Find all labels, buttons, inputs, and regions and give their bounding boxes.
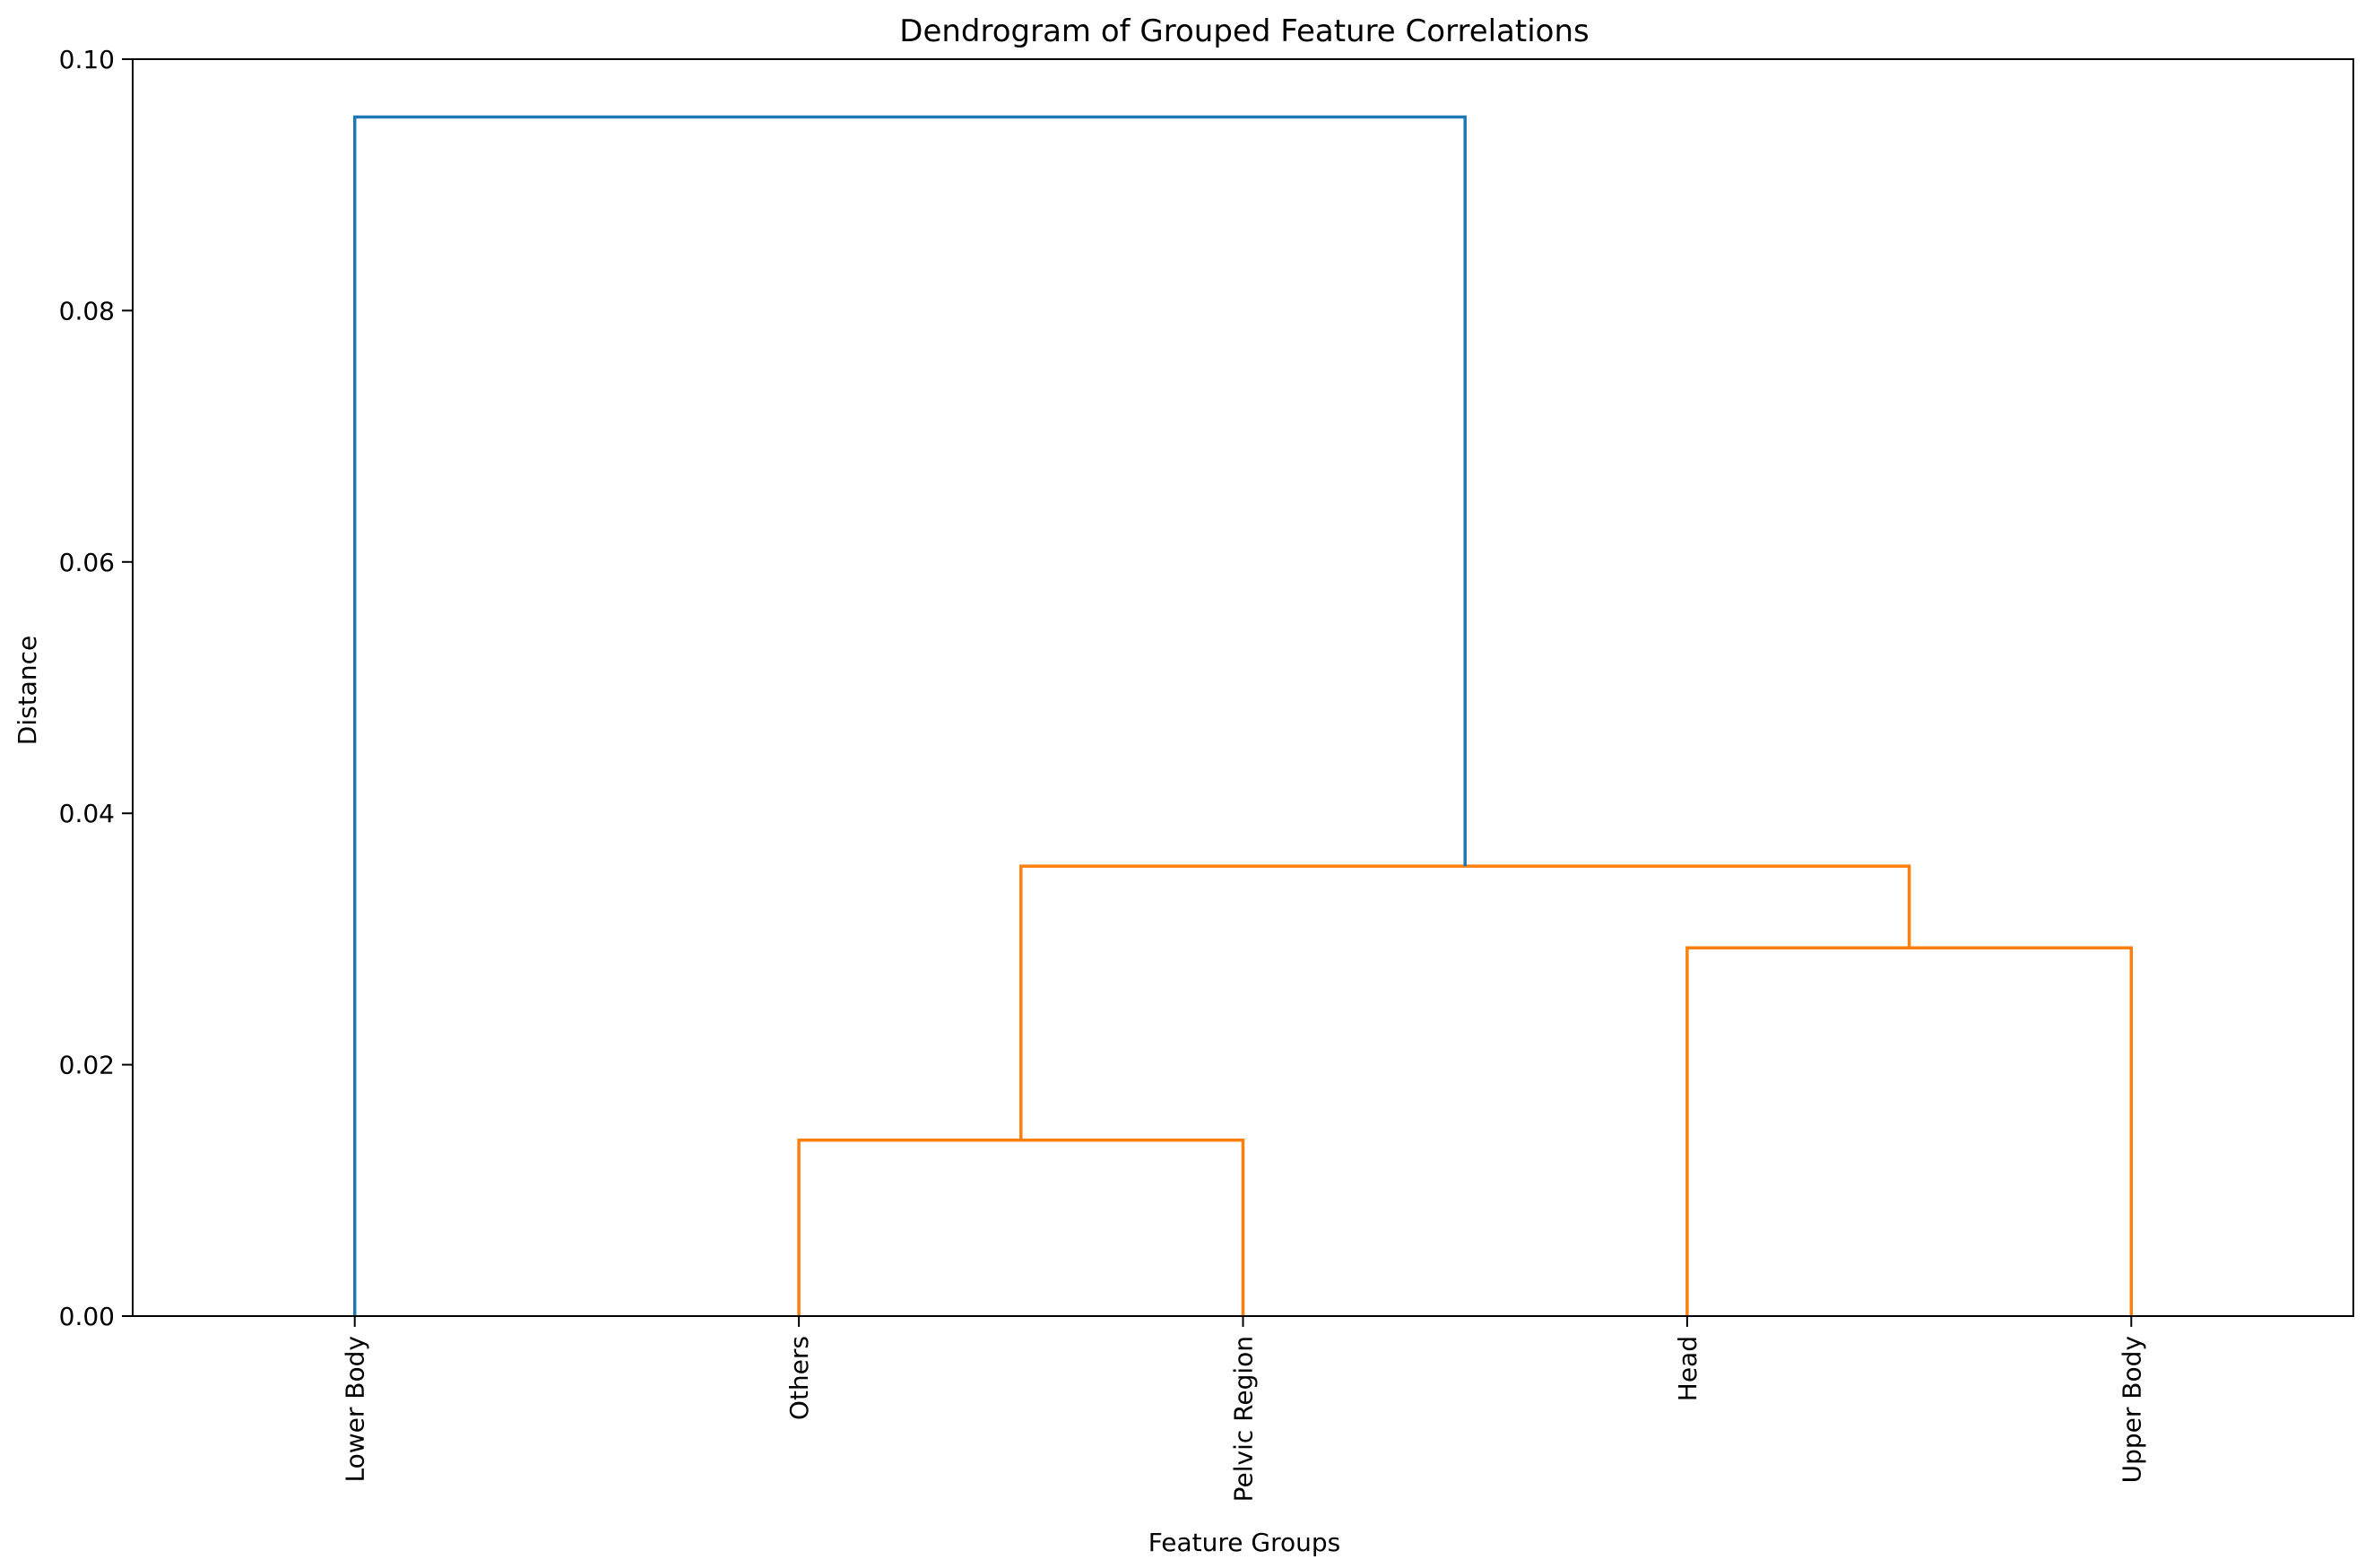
- y-tick-label: 0.04: [59, 799, 115, 828]
- y-tick-label: 0.00: [59, 1302, 115, 1331]
- y-tick-label: 0.10: [59, 45, 115, 74]
- dendrogram-links: [352, 115, 2134, 1316]
- x-tick-label: Pelvic Region: [1229, 1336, 1259, 1502]
- dendrogram-link: [352, 115, 1467, 1316]
- y-tick-label: 0.08: [59, 296, 115, 325]
- dendrogram-link: [1685, 946, 2134, 1316]
- y-axis-label: Distance: [13, 636, 42, 745]
- x-axis-label: Feature Groups: [1148, 1528, 1341, 1557]
- y-axis-ticks: 0.00 0.02 0.04 0.06 0.08 0.10: [59, 45, 133, 1331]
- dendrogram-link: [797, 1138, 1245, 1316]
- plot-frame: [132, 58, 2354, 1317]
- x-tick-label: Head: [1673, 1336, 1702, 1401]
- x-axis-ticks: Lower Body Others Pelvic Region Head Upper B…: [341, 1316, 2146, 1502]
- x-tick-label: Upper Body: [2117, 1336, 2146, 1483]
- dendrogram-link: [1019, 864, 1911, 1140]
- y-tick-label: 0.06: [59, 548, 115, 577]
- y-tick-label: 0.02: [59, 1051, 115, 1080]
- chart-title: Dendrogram of Grouped Feature Correlatio…: [899, 13, 1589, 49]
- x-tick-label: Others: [784, 1336, 814, 1420]
- x-tick-label: Lower Body: [341, 1336, 370, 1482]
